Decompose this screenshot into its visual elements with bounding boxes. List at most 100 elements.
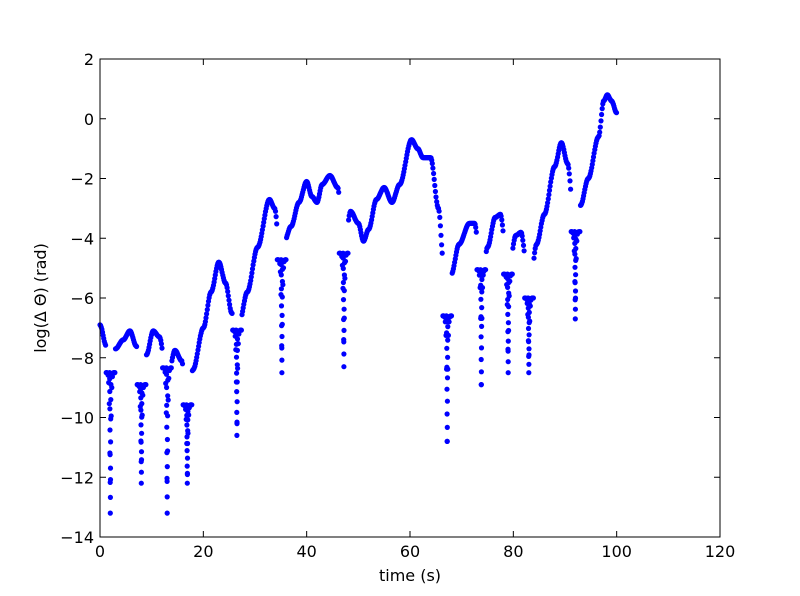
data-point [566,171,572,177]
data-point [138,407,144,413]
data-point [138,395,144,401]
data-point [164,424,170,430]
data-point [138,422,144,428]
data-point [107,452,113,458]
data-point [599,111,605,118]
data-point [272,208,279,214]
data-point [164,384,170,391]
data-point [234,421,240,427]
data-point [505,359,511,365]
y-tick-label: −6 [70,289,94,308]
data-point [108,397,114,403]
data-point [505,320,511,326]
data-point [165,367,171,373]
data-point [138,469,144,475]
data-point [107,510,113,516]
y-tick-labels: −14 −12 −10 −8 −6 −4 −2 0 2 [60,50,94,547]
data-point [439,250,445,256]
data-point [341,288,347,294]
data-point [432,188,438,195]
data-point [139,401,145,407]
data-point [273,214,279,220]
x-tick-labels: 0 20 40 60 80 100 120 [95,542,735,561]
y-axis-label: log(Δ Θ) (rad) [31,243,50,353]
data-point [547,183,553,189]
data-point [340,265,346,272]
data-point [184,455,191,461]
data-point [568,186,574,192]
data-point [164,510,170,516]
data-point [108,416,114,422]
data-point [341,306,347,312]
data-point [479,289,485,295]
data-point [478,282,484,288]
data-point [445,337,451,343]
data-point [444,375,451,381]
data-point [139,390,145,396]
data-point [545,196,551,202]
y-tick-label: −4 [70,229,94,248]
data-point [526,309,532,315]
data-point [234,409,240,415]
data-point [278,286,284,292]
data-point [249,270,255,276]
data-point [279,370,285,376]
data-point [431,170,437,177]
data-point [278,303,285,309]
data-point [499,217,505,223]
data-point [525,325,532,332]
data-point [445,324,451,330]
data-point [234,432,240,438]
data-point [185,408,191,415]
data-point [445,354,451,360]
data-point [341,339,347,345]
data-point [341,272,347,278]
data-point [525,305,531,311]
data-point [184,463,190,469]
data-point [437,214,443,220]
data-point [505,311,511,317]
data-point [234,379,240,385]
data-point [430,165,436,171]
data-point [138,386,144,392]
data-point [532,250,538,256]
data-point [165,397,171,403]
data-point [520,237,526,243]
x-axis-label: time (s) [379,566,441,585]
data-point [505,338,511,344]
data-point [184,448,190,454]
data-point [248,274,254,280]
data-point [444,398,450,404]
data-point [598,118,604,124]
data-point [108,439,114,445]
data-point [184,422,190,428]
data-point [179,361,186,367]
data-point [158,341,164,347]
data-point [138,480,144,486]
data-point [478,369,484,375]
data-point [134,343,140,350]
data-point [478,296,484,302]
data-point [506,290,512,296]
data-point [478,314,484,320]
data-point [521,248,527,254]
data-point [107,427,113,433]
data-point [165,413,171,419]
data-point [444,345,450,351]
data-point [506,304,512,310]
y-tick-label: −2 [70,170,94,189]
data-point [107,376,113,382]
data-point [185,428,191,434]
data-point [525,314,532,320]
y-tick-label: −10 [60,409,94,428]
data-point [572,288,579,294]
x-tick-label: 0 [95,542,105,561]
data-point [520,242,527,248]
data-point [567,178,573,184]
data-point [204,307,210,313]
data-point [164,494,170,500]
data-point [229,310,235,316]
data-point [164,436,170,443]
data-point [164,402,170,408]
